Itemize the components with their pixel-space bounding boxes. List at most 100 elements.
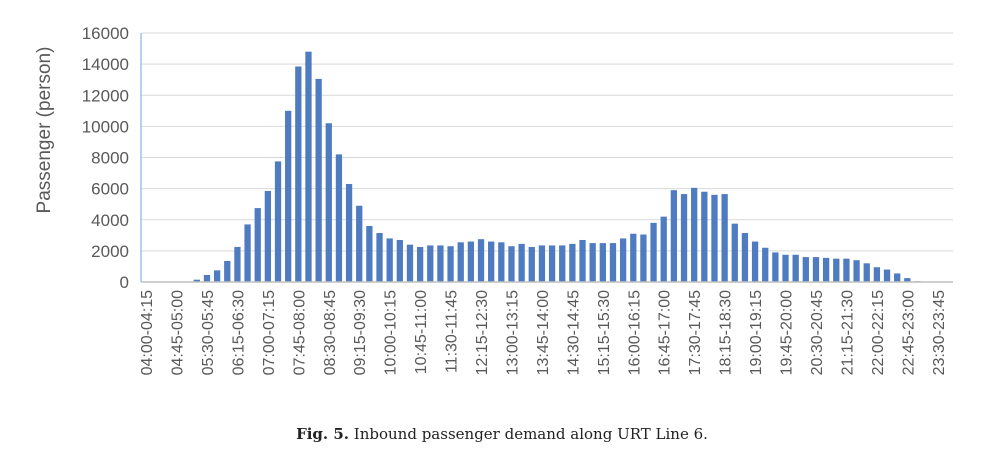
y-tick-label: 6000 bbox=[91, 180, 129, 199]
bar bbox=[498, 242, 505, 282]
figure-label: Fig. 5. bbox=[296, 425, 350, 443]
bar bbox=[538, 245, 546, 282]
bar bbox=[873, 267, 881, 282]
x-tick-labels: 04:00-04:15 04:45-05:00 05:30-05:45 06:15-0… bbox=[139, 290, 948, 376]
bar bbox=[731, 223, 738, 282]
bar bbox=[782, 254, 789, 282]
bar bbox=[721, 194, 728, 282]
bar bbox=[213, 270, 221, 282]
x-tick-label: 16:45-17:00 bbox=[657, 290, 674, 376]
bar bbox=[396, 239, 403, 282]
bar bbox=[751, 241, 759, 282]
bar bbox=[345, 183, 353, 282]
bar bbox=[609, 243, 617, 282]
bar bbox=[822, 257, 830, 282]
bar bbox=[650, 222, 657, 282]
x-tick-label: 15:15-15:30 bbox=[596, 290, 613, 376]
x-tick-label: 05:30-05:45 bbox=[200, 290, 217, 376]
bar bbox=[366, 225, 373, 282]
bar bbox=[833, 258, 840, 282]
bar bbox=[315, 78, 322, 282]
bar bbox=[548, 245, 556, 282]
x-tick-label: 14:30-14:45 bbox=[565, 290, 582, 376]
bar bbox=[853, 260, 860, 282]
x-tick-label: 07:45-08:00 bbox=[291, 290, 308, 376]
x-tick-label: 19:00-19:15 bbox=[748, 290, 765, 376]
bar bbox=[599, 243, 606, 282]
bar bbox=[792, 254, 799, 282]
bar bbox=[427, 245, 434, 282]
bar bbox=[691, 187, 698, 282]
x-tick-label: 08:30-08:45 bbox=[322, 290, 339, 376]
x-tick-label: 19:45-20:00 bbox=[779, 290, 796, 376]
y-tick-labels: 0 2000 4000 6000 8000 10000 12000 14000 16000 bbox=[82, 24, 129, 292]
x-tick-label: 06:15-06:30 bbox=[230, 290, 247, 376]
bar bbox=[640, 234, 647, 282]
x-tick-label: 09:15-09:30 bbox=[352, 290, 369, 376]
x-tick-label: 22:00-22:15 bbox=[870, 290, 887, 376]
x-tick-label: 11:30-11:45 bbox=[444, 290, 461, 373]
bar bbox=[589, 243, 596, 282]
bar bbox=[244, 224, 251, 282]
bar bbox=[376, 232, 383, 282]
bar bbox=[528, 246, 535, 282]
bar bbox=[508, 246, 515, 282]
bar bbox=[711, 194, 718, 282]
x-tick-label: 12:15-12:30 bbox=[474, 290, 491, 376]
bar bbox=[772, 252, 779, 282]
x-tick-label: 21:15-21:30 bbox=[839, 290, 856, 376]
bar bbox=[416, 246, 424, 282]
x-tick-label: 04:00-04:15 bbox=[139, 290, 156, 376]
bar bbox=[883, 269, 891, 282]
x-tick-label: 13:00-13:15 bbox=[504, 290, 521, 376]
bar bbox=[467, 241, 475, 282]
bar bbox=[812, 257, 820, 282]
x-tick-label: 10:00-10:15 bbox=[383, 290, 400, 376]
bar bbox=[843, 258, 850, 282]
y-tick-label: 16000 bbox=[82, 24, 129, 43]
axes bbox=[140, 33, 953, 283]
x-tick-label: 13:45-14:00 bbox=[535, 290, 552, 376]
bar bbox=[802, 257, 809, 282]
bar bbox=[325, 123, 332, 282]
bar bbox=[254, 208, 261, 282]
bar-series bbox=[193, 51, 921, 283]
bar bbox=[762, 247, 769, 282]
figure-caption: Fig. 5. Inbound passenger demand along U… bbox=[0, 425, 1004, 443]
bar bbox=[477, 239, 485, 282]
gridlines bbox=[141, 32, 953, 252]
bar bbox=[579, 239, 586, 282]
bar bbox=[670, 190, 678, 282]
bar bbox=[437, 245, 444, 282]
bar bbox=[863, 263, 870, 282]
bar bbox=[234, 246, 241, 282]
y-tick-label: 2000 bbox=[91, 242, 129, 261]
bar bbox=[904, 278, 911, 282]
bar bbox=[285, 110, 292, 282]
bar bbox=[894, 273, 901, 282]
bar bbox=[518, 243, 525, 282]
bar bbox=[305, 51, 312, 282]
bar bbox=[660, 216, 667, 282]
x-tick-label: 07:00-07:15 bbox=[261, 290, 278, 376]
bar bbox=[274, 161, 282, 282]
bar bbox=[264, 190, 272, 282]
bar bbox=[447, 246, 454, 282]
bar bbox=[193, 279, 200, 282]
y-tick-label: 0 bbox=[120, 273, 129, 292]
bar bbox=[619, 238, 627, 282]
bar bbox=[488, 241, 495, 282]
bar bbox=[224, 260, 231, 282]
x-tick-label: 18:15-18:30 bbox=[718, 290, 735, 376]
bar bbox=[335, 154, 343, 282]
y-tick-label: 14000 bbox=[82, 55, 129, 74]
bar bbox=[386, 238, 393, 282]
bar bbox=[741, 232, 749, 282]
bar bbox=[406, 244, 414, 282]
x-tick-label: 22:45-23:00 bbox=[900, 290, 917, 376]
caption-text: Inbound passenger demand along URT Line … bbox=[349, 425, 708, 443]
bar bbox=[701, 191, 708, 282]
y-tick-label: 10000 bbox=[82, 117, 129, 136]
y-axis-label: Passenger (person) bbox=[34, 47, 55, 214]
x-tick-label: 04:45-05:00 bbox=[170, 290, 187, 376]
